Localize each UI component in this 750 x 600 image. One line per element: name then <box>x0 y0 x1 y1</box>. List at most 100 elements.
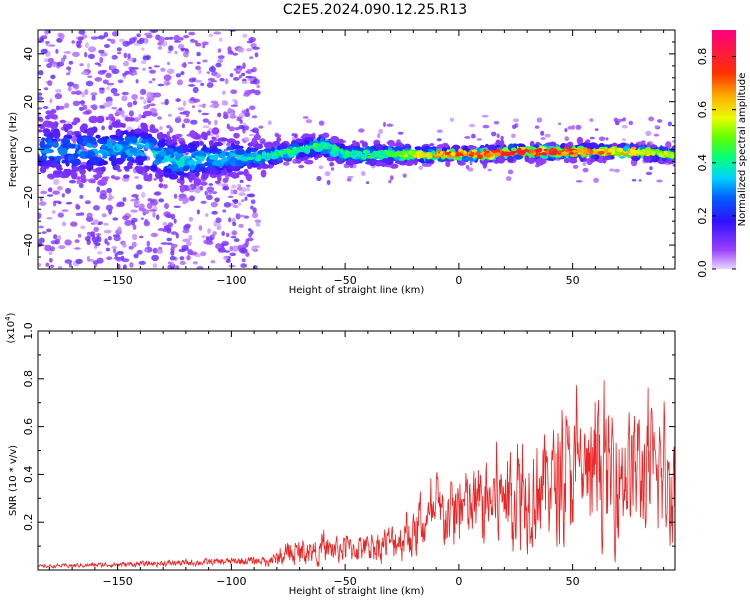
spectral-point <box>70 221 78 227</box>
spectral-point <box>232 98 237 103</box>
spectral-point <box>103 229 112 234</box>
spectral-point <box>175 73 182 78</box>
spectral-point <box>604 148 609 153</box>
spectral-point <box>64 154 69 162</box>
spectral-point <box>72 51 80 58</box>
spectral-point <box>188 216 194 222</box>
spectral-point <box>128 110 134 117</box>
spectral-point <box>503 151 508 154</box>
spectral-point <box>286 148 292 154</box>
spectral-point <box>216 167 225 171</box>
spectral-point <box>564 146 570 150</box>
spectral-point <box>97 35 106 40</box>
spectral-point <box>202 125 210 129</box>
spectral-point <box>238 192 246 197</box>
spectral-point <box>665 141 672 149</box>
spectral-point <box>70 135 79 142</box>
spectral-point <box>131 194 139 198</box>
spectral-point <box>663 146 669 151</box>
spectral-point <box>187 159 196 167</box>
spectral-point <box>38 96 44 101</box>
spectral-point <box>67 86 72 92</box>
spectral-point <box>245 75 253 79</box>
spectral-point <box>49 114 58 120</box>
spectral-point <box>235 213 241 220</box>
spectral-point <box>616 147 624 153</box>
spectral-point <box>198 141 204 146</box>
spectral-point <box>111 120 122 128</box>
spectral-point <box>258 125 264 129</box>
spectral-point <box>491 131 497 137</box>
spectral-point <box>117 51 122 55</box>
spectral-point <box>64 259 73 264</box>
spectral-point <box>358 128 365 133</box>
spectral-point <box>45 110 52 115</box>
spectral-point <box>244 196 248 201</box>
spectral-point <box>217 48 222 53</box>
spectral-point <box>58 245 66 250</box>
spectral-point <box>98 149 108 154</box>
spectral-point <box>210 80 218 83</box>
spectral-point <box>195 140 200 148</box>
spectral-point <box>464 156 474 161</box>
spectral-point <box>164 224 170 232</box>
spectral-point <box>46 194 54 197</box>
spectral-point <box>124 135 133 143</box>
spectral-point <box>47 187 53 193</box>
spectral-point <box>211 136 216 140</box>
spectral-point <box>154 93 160 98</box>
spectral-point <box>125 131 136 137</box>
spectral-point <box>240 263 248 268</box>
spectral-point <box>655 150 661 154</box>
spectral-point <box>182 228 190 234</box>
spectral-point <box>582 162 587 166</box>
spectral-point <box>222 90 226 95</box>
spectral-point <box>469 153 473 157</box>
spectral-point <box>139 235 144 239</box>
spectral-point <box>318 120 325 126</box>
spectral-point <box>97 251 103 255</box>
spectral-point <box>202 59 208 63</box>
spectral-point <box>217 55 225 59</box>
spectral-point <box>53 200 61 204</box>
spectrogram-blobs <box>38 30 675 269</box>
spectral-point <box>47 80 53 87</box>
spectral-point <box>189 195 195 202</box>
spectral-point <box>131 233 138 241</box>
spectral-point <box>234 127 240 131</box>
spectral-point <box>131 241 137 248</box>
spectral-point <box>396 150 401 155</box>
spectral-point <box>146 202 153 209</box>
spectral-point <box>585 139 591 143</box>
spectral-point <box>71 40 75 44</box>
spectral-point <box>106 86 110 91</box>
spectral-point <box>87 75 93 78</box>
y-axis-label: Frequency (Hz) <box>8 112 19 188</box>
spectral-point <box>246 40 253 44</box>
spectral-point <box>564 136 570 142</box>
spectral-point <box>266 153 270 157</box>
spectral-point <box>130 209 136 213</box>
spectral-point <box>564 128 568 133</box>
spectral-point <box>249 105 256 111</box>
spectral-point <box>115 256 123 262</box>
spectral-point <box>207 120 212 125</box>
spectral-point <box>670 154 675 159</box>
spectral-point <box>440 151 444 154</box>
spectral-point <box>512 124 517 130</box>
spectral-point <box>500 139 505 148</box>
spectral-point <box>170 250 175 256</box>
spectral-point <box>75 134 82 138</box>
spectral-point <box>330 156 338 161</box>
spectral-point <box>188 84 196 87</box>
spectral-point <box>38 70 44 76</box>
spectral-point <box>471 133 476 139</box>
spectral-point <box>312 142 318 148</box>
spectral-point <box>55 48 59 54</box>
spectral-point <box>168 45 174 52</box>
spectral-point <box>85 80 94 87</box>
spectral-point <box>378 128 384 134</box>
spectral-point <box>230 89 238 94</box>
spectral-point <box>631 146 637 150</box>
spectral-point <box>250 230 254 235</box>
